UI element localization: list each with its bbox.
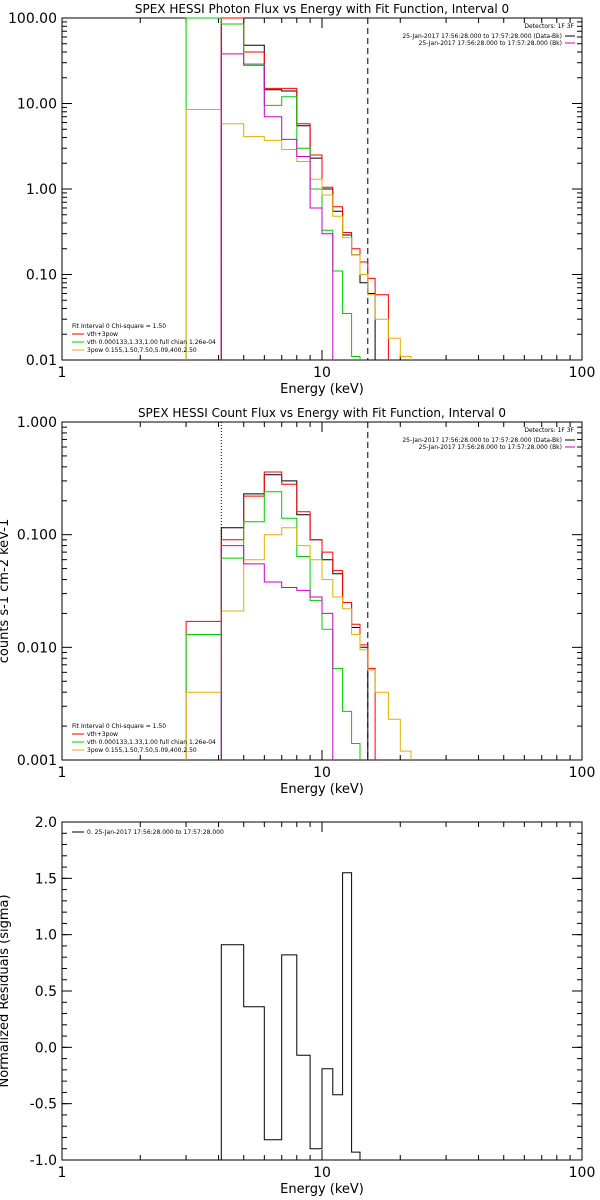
x-axis-label: Energy (keV) [280, 782, 364, 797]
legend-label: 0. 25-Jan-2017 17:56:28.000 to 17:57:28.… [87, 829, 224, 836]
y-axis-label: Normalized Residuals (sigma) [0, 894, 12, 1087]
x-tick-label: 1 [58, 1165, 67, 1181]
detectors-note: Detectors: 1F 3F [524, 23, 574, 30]
series-line-4 [185, 109, 412, 360]
y-tick-label: 0.100 [17, 528, 57, 544]
y-tick-label: 0.001 [17, 753, 57, 769]
x-tick-label: 1 [58, 765, 67, 781]
legend-label: 3pow 0.155,1.50,7.50,5.09,400,2.50 [87, 747, 197, 754]
x-tick-label: 10 [313, 765, 331, 781]
series-line-3 [185, 491, 361, 760]
series-line-2 [220, 17, 389, 360]
x-tick-label: 1 [58, 365, 67, 381]
x-tick-label: 100 [569, 1165, 596, 1181]
legend-label: 25-Jan-2017 17:56:28.000 to 17:57:28.000… [419, 40, 562, 47]
chart-title: SPEX HESSI Count Flux vs Energy with Fit… [138, 406, 506, 420]
y-tick-label: 1.000 [17, 415, 57, 431]
plot-frame [61, 421, 583, 761]
chart-title: SPEX HESSI Photon Flux vs Energy with Fi… [135, 2, 509, 16]
y-tick-label: 0.0 [35, 1040, 57, 1056]
series-line-5 [220, 53, 334, 360]
series-line-1 [220, 17, 376, 360]
chart-panel-2: SPEX HESSI Count Flux vs Energy with Fit… [0, 406, 595, 797]
x-axis-label: Energy (keV) [280, 382, 364, 397]
y-tick-label: -1.0 [30, 1153, 57, 1169]
y-tick-label: 0.10 [26, 268, 57, 284]
legend-label: 25-Jan-2017 17:56:28.000 to 17:57:28.000… [419, 444, 562, 451]
y-tick-label: 1.5 [35, 871, 57, 887]
y-tick-label: 100.00 [8, 11, 57, 27]
x-tick-label: 100 [569, 365, 596, 381]
fit-header: Fit Interval 0 Chi-square = 1.50 [72, 723, 166, 730]
legend-label: vth+3pow [87, 731, 118, 738]
y-axis-label: counts s-1 cm-2 keV-1 [0, 519, 12, 664]
series-line-4 [185, 527, 412, 760]
y-tick-label: -0.5 [30, 1097, 57, 1113]
series-line-5 [220, 545, 334, 760]
legend-label: 25-Jan-2017 17:56:28.000 to 17:57:28.000… [402, 437, 562, 444]
x-tick-label: 10 [313, 1165, 331, 1181]
legend-label: 3pow 0.155,1.50,7.50,5.09,400,2.50 [87, 347, 197, 354]
series-line-1 [220, 872, 368, 1161]
y-tick-label: 0.010 [17, 640, 57, 656]
y-tick-label: 0.01 [26, 353, 57, 369]
legend-label: vth+3pow [87, 331, 118, 338]
detectors-note: Detectors: 1F 3F [524, 427, 574, 434]
y-tick-label: 1.00 [26, 182, 57, 198]
legend-label: vth 0.000133,1.33,1.00 full chian 1.26e-… [87, 339, 216, 346]
legend-label: 25-Jan-2017 17:56:28.000 to 17:57:28.000… [402, 33, 562, 40]
y-tick-label: 1.0 [35, 928, 57, 944]
legend-label: vth 0.000133,1.33,1.00 full chian 1.26e-… [87, 739, 216, 746]
y-tick-label: 2.0 [35, 815, 57, 831]
series-line-3 [185, 17, 361, 360]
x-tick-label: 100 [569, 765, 596, 781]
x-axis-label: Energy (keV) [280, 1182, 364, 1197]
fit-header: Fit Interval 0 Chi-square = 1.50 [72, 323, 166, 330]
x-tick-label: 10 [313, 365, 331, 381]
y-tick-label: 10.00 [17, 97, 57, 113]
chart-panel-1: SPEX HESSI Photon Flux vs Energy with Fi… [8, 2, 595, 397]
series-line-2 [185, 471, 376, 760]
chart-panel-3: 1 10 100 2.0 1.5 1.0 0.5 0.0 -0.5 -1.0 Energy (keV… [0, 815, 595, 1197]
y-tick-label: 0.5 [35, 984, 57, 1000]
